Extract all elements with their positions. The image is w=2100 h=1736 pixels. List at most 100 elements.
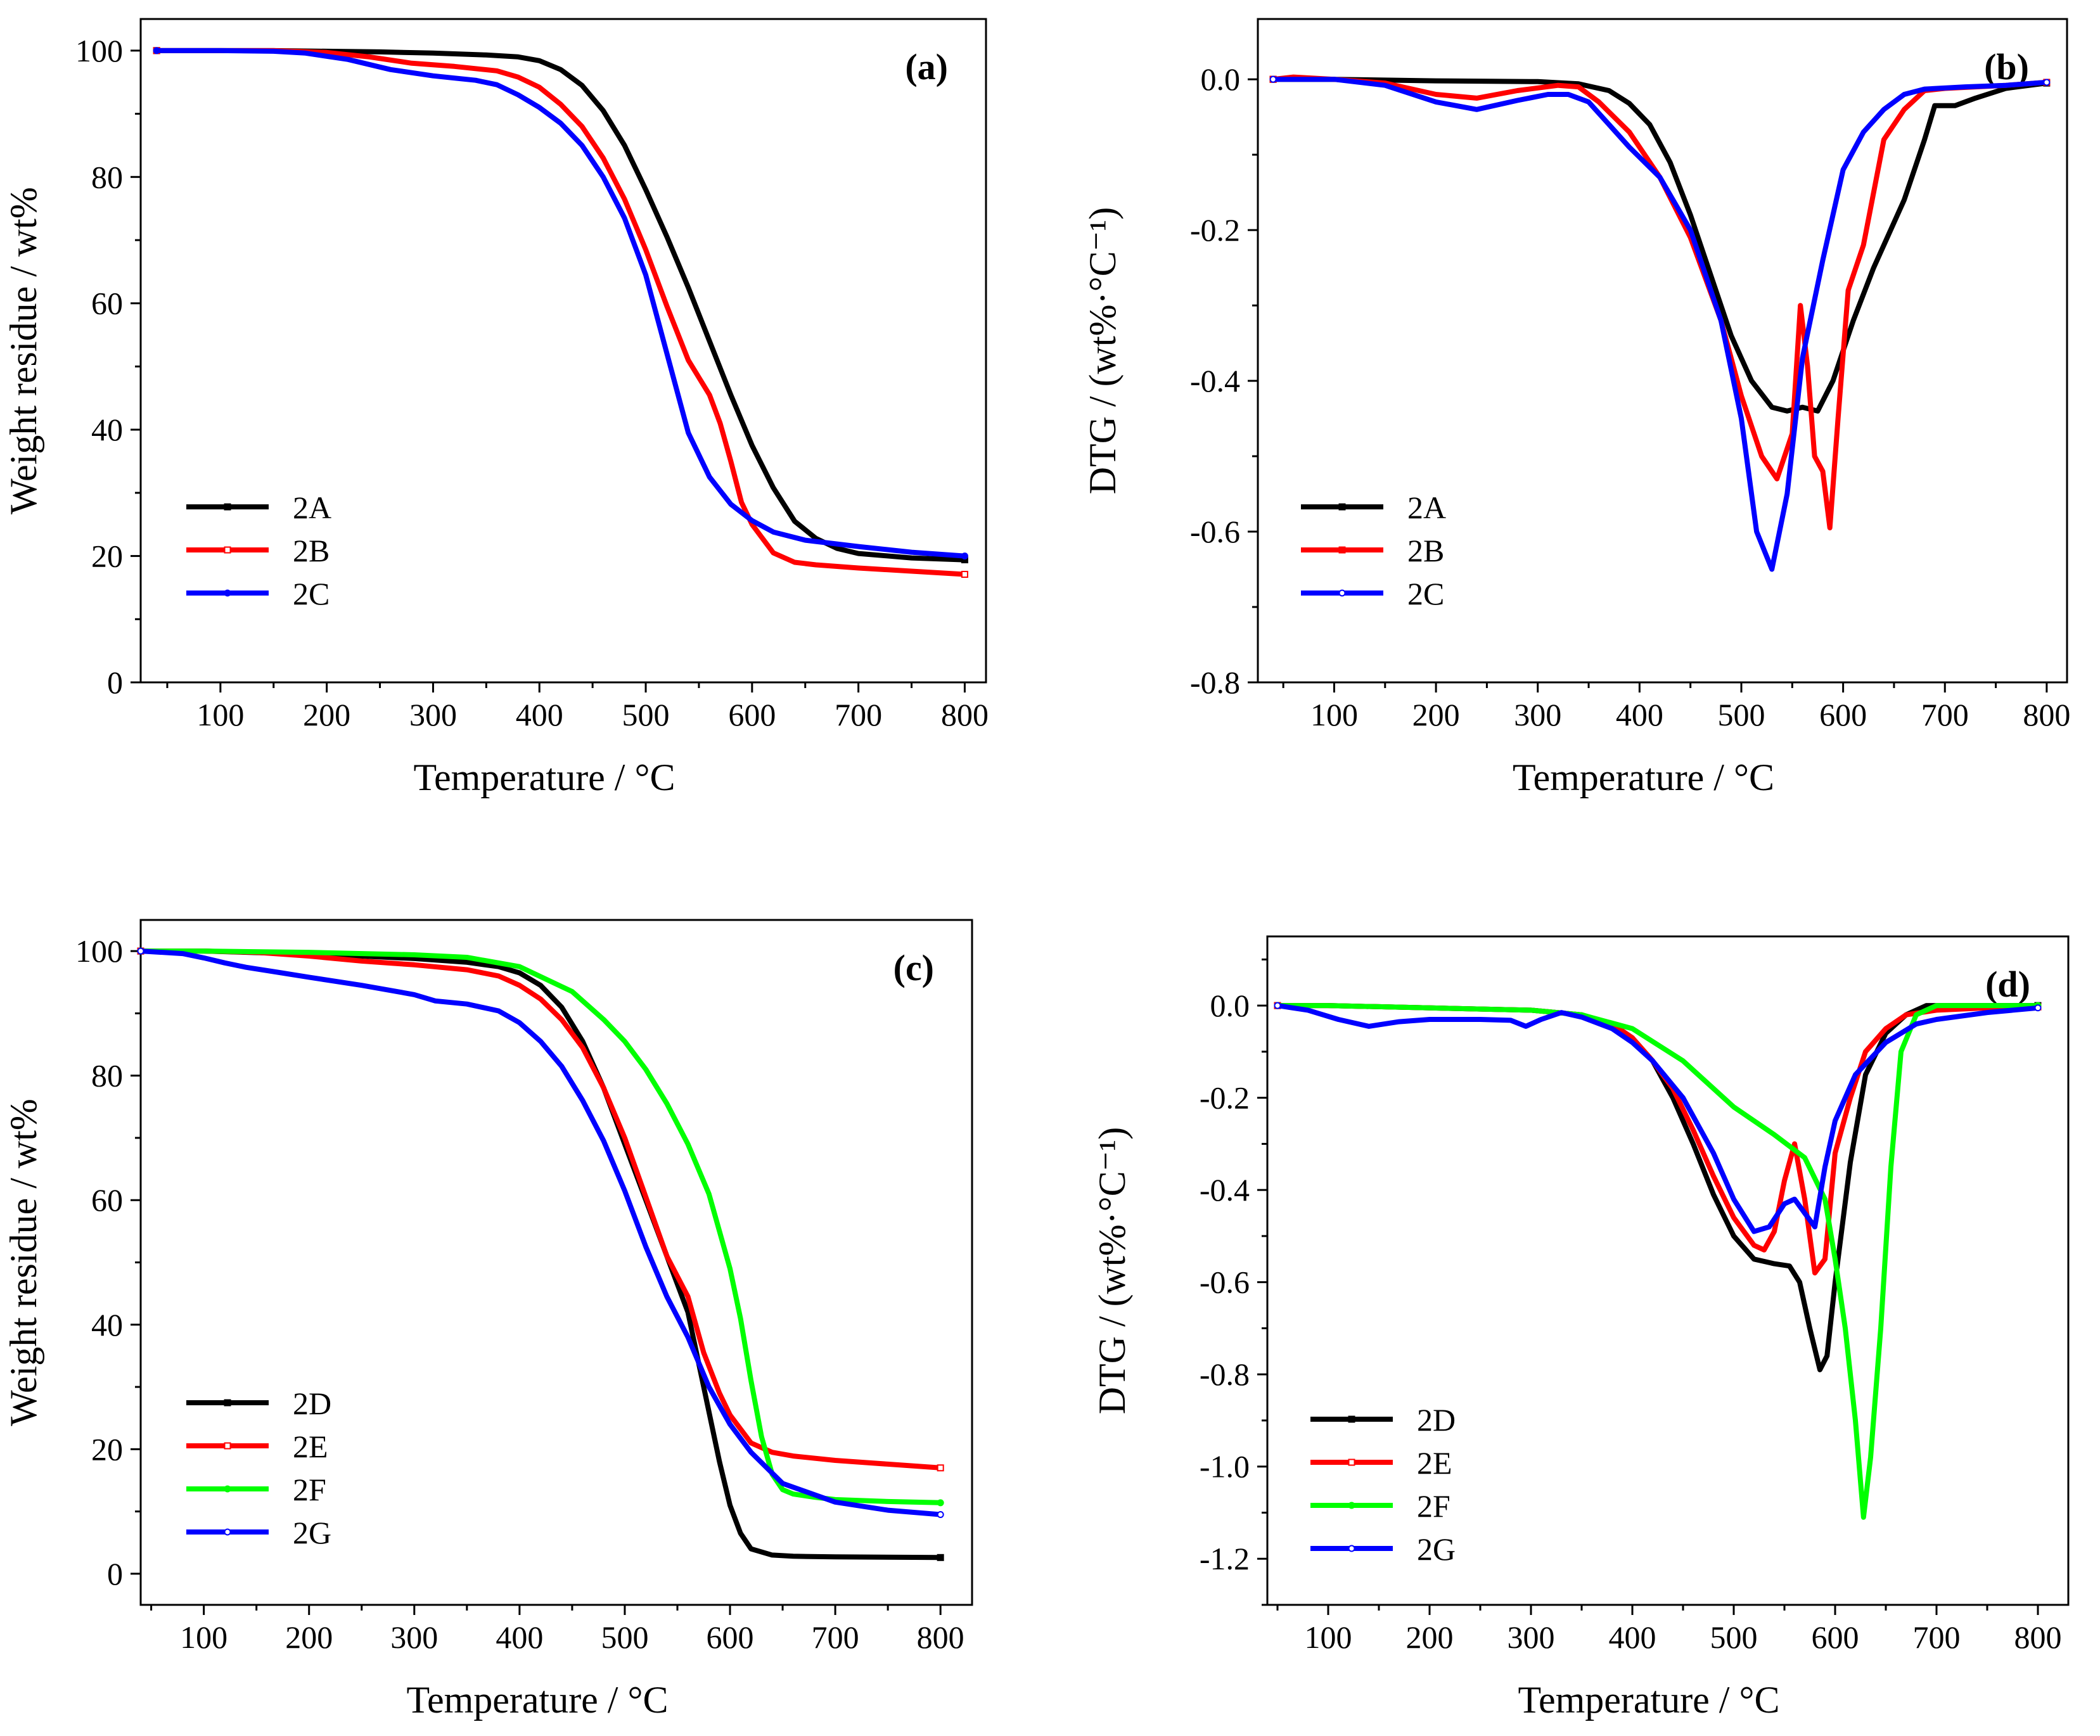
series-start-marker-2C — [1269, 75, 1277, 83]
y-tick-label: 40 — [91, 1307, 123, 1343]
series-line-2C — [1271, 77, 2049, 572]
series-line-2B — [1271, 74, 2049, 531]
x-tick-label: 700 — [1913, 1619, 1961, 1655]
x-axis-title: Temperature / °C — [1518, 1679, 1780, 1721]
series-line-2D — [1275, 1003, 2040, 1372]
chart-panel-4: 100 200 300 400 500 600 700 800 -1.2 -1.0 -0.8 -0.6… — [1091, 935, 2070, 1721]
y-tick-label: 100 — [75, 933, 123, 969]
legend-label-2F: 2F — [1417, 1488, 1450, 1524]
series-end-marker-2F — [937, 1499, 944, 1507]
legend-label-2B: 2B — [1407, 533, 1444, 568]
legend-label-2C: 2C — [1407, 576, 1444, 611]
legend-marker-2C — [224, 589, 231, 597]
y-tick-label: 20 — [91, 539, 123, 574]
chart-panel-1: 100 200 300 400 500 600 700 800 0 20 40 60 80 100 Temp… — [3, 18, 989, 798]
legend-label-2G: 2G — [1417, 1531, 1456, 1567]
legend-label-2A: 2A — [293, 490, 331, 525]
x-tick-label: 300 — [1514, 697, 1561, 732]
x-tick-label: 500 — [1710, 1619, 1758, 1655]
series-start-marker-2G — [1274, 1002, 1281, 1009]
x-tick-label: 200 — [1406, 1619, 1454, 1655]
x-tick-label: 400 — [516, 697, 563, 732]
series-line-2B — [154, 48, 968, 577]
y-tick-label: -0.4 — [1200, 1172, 1250, 1208]
panel-label: (b) — [1984, 46, 2029, 87]
legend-marker-2A — [224, 503, 231, 511]
x-tick-label: 800 — [2014, 1619, 2062, 1655]
legend-label-2D: 2D — [1417, 1402, 1456, 1438]
x-tick-label: 600 — [707, 1619, 754, 1655]
legend-label-2E: 2E — [1417, 1445, 1452, 1481]
y-tick-label: -1.0 — [1200, 1449, 1250, 1484]
y-tick-label: 80 — [91, 159, 123, 195]
legend-marker-2C — [1338, 589, 1346, 597]
series-end-marker-2C — [2043, 79, 2051, 86]
x-tick-label: 600 — [1819, 697, 1867, 732]
series-line-2A — [1271, 77, 2049, 414]
series-start-marker-2C — [153, 47, 160, 54]
x-tick-label: 400 — [1609, 1619, 1656, 1655]
y-axis-title: DTG / (wt%·°C⁻¹) — [1082, 207, 1124, 495]
y-tick-label: -0.6 — [1200, 1265, 1250, 1300]
series-end-marker-2E — [937, 1464, 944, 1472]
legend-marker-2A — [1338, 503, 1346, 511]
y-tick-label: 0.0 — [1210, 988, 1250, 1023]
y-axis-title: Weight residue / wt% — [3, 187, 44, 514]
y-tick-label: 60 — [91, 286, 123, 321]
x-tick-label: 300 — [390, 1619, 438, 1655]
panel-label: (c) — [893, 947, 934, 988]
series-end-marker-2B — [961, 570, 968, 578]
legend: 2D 2E 2F 2G — [1310, 1402, 1456, 1567]
chart-panel-3: 100 200 300 400 500 600 700 800 0 20 40 60 80 100 Temp… — [3, 919, 973, 1721]
legend-label-2B: 2B — [293, 533, 330, 568]
x-tick-label: 600 — [728, 697, 776, 732]
series-end-marker-2C — [961, 552, 968, 560]
y-axis-title: Weight residue / wt% — [3, 1099, 44, 1426]
legend-marker-2G — [1348, 1545, 1355, 1552]
x-tick-label: 700 — [1921, 697, 1969, 732]
x-tick-label: 100 — [180, 1619, 227, 1655]
plot-frame — [1266, 935, 2070, 1606]
x-tick-label: 600 — [1812, 1619, 1859, 1655]
legend-label-2E: 2E — [293, 1429, 328, 1464]
y-tick-label: -0.2 — [1200, 1080, 1250, 1116]
legend-marker-2F — [1348, 1502, 1355, 1509]
x-tick-label: 100 — [1310, 697, 1358, 732]
legend-marker-2B — [1338, 546, 1346, 554]
legend-label-2F: 2F — [293, 1472, 326, 1507]
panel-label: (d) — [1985, 964, 2030, 1005]
y-tick-label: 0 — [107, 1556, 123, 1592]
series-line-2G — [141, 948, 944, 1517]
y-tick-label: 0 — [107, 665, 123, 700]
x-tick-label: 100 — [196, 697, 244, 732]
legend-marker-2F — [224, 1485, 231, 1493]
legend-marker-2E — [1348, 1458, 1355, 1466]
series-end-marker-2G — [2034, 1004, 2042, 1012]
y-tick-label: 20 — [91, 1431, 123, 1467]
plot-frame — [1257, 18, 2068, 684]
y-tick-label: -0.6 — [1190, 514, 1240, 549]
legend-label-2G: 2G — [293, 1515, 331, 1550]
y-tick-label: 100 — [75, 33, 123, 68]
legend-marker-2D — [224, 1399, 231, 1407]
y-tick-label: -0.8 — [1200, 1356, 1250, 1392]
series-line-2F — [1275, 1003, 2040, 1520]
x-tick-label: 200 — [303, 697, 350, 732]
y-tick-label: -0.8 — [1190, 665, 1240, 700]
legend: 2D 2E 2F 2G — [186, 1386, 331, 1550]
series-line-2E — [141, 948, 944, 1471]
x-tick-label: 200 — [285, 1619, 333, 1655]
x-tick-label: 500 — [601, 1619, 648, 1655]
x-tick-label: 800 — [941, 697, 989, 732]
series-line-2G — [1275, 1003, 2040, 1234]
y-tick-label: 40 — [91, 412, 123, 447]
plot-frame — [139, 18, 987, 684]
y-tick-label: 80 — [91, 1058, 123, 1094]
x-tick-label: 800 — [917, 1619, 964, 1655]
y-tick-label: -1.2 — [1200, 1541, 1250, 1576]
y-tick-label: 0.0 — [1201, 61, 1241, 97]
chart-panel-2: 100 200 300 400 500 600 700 800 -0.8 -0.6 -0.4 -0.2… — [1082, 18, 2070, 798]
y-tick-label: -0.2 — [1190, 212, 1240, 248]
y-tick-label: -0.4 — [1190, 363, 1240, 399]
legend-marker-2B — [224, 546, 231, 554]
